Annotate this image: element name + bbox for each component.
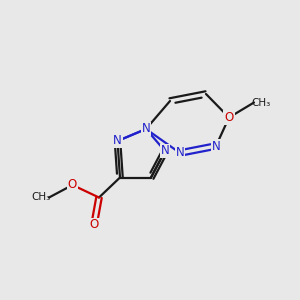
Text: N: N [113, 134, 122, 148]
Text: O: O [224, 111, 234, 124]
Text: O: O [89, 218, 99, 232]
Text: N: N [160, 145, 169, 158]
Text: CH₃: CH₃ [32, 193, 51, 202]
Text: N: N [212, 140, 220, 152]
Text: CH₃: CH₃ [252, 98, 271, 107]
Text: N: N [176, 146, 184, 160]
Text: N: N [142, 122, 150, 136]
Text: O: O [68, 178, 77, 191]
